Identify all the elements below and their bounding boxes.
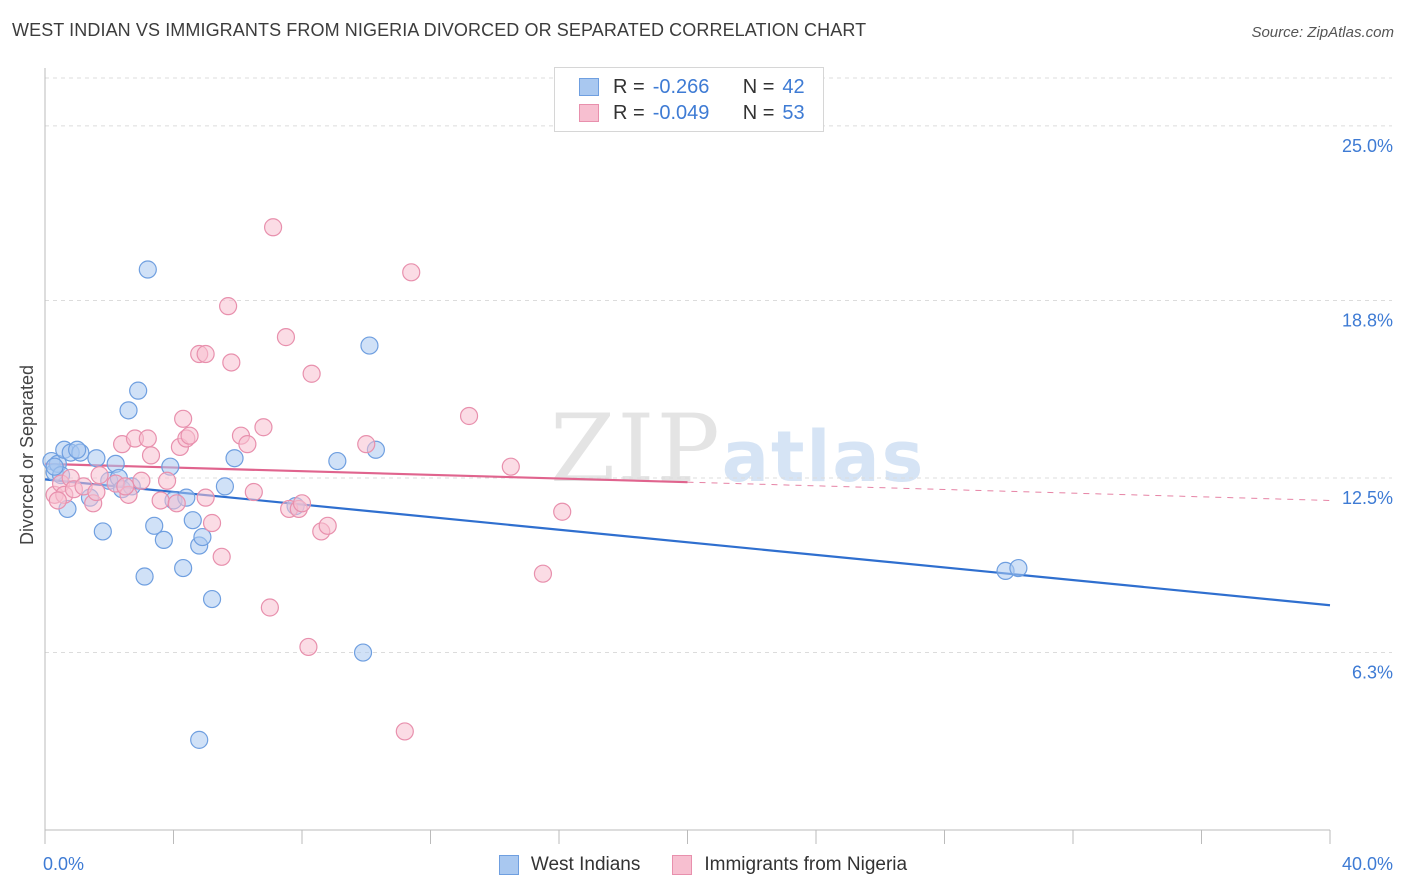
nigeria-point bbox=[167, 494, 186, 513]
series-west-indians bbox=[42, 260, 1028, 749]
legend-row-west-indians: R = -0.266 N = 42 bbox=[579, 74, 805, 100]
west-indians-point bbox=[1009, 558, 1028, 578]
west-indians-point bbox=[93, 522, 112, 541]
west-indians-point bbox=[183, 511, 202, 530]
nigeria-trend-line bbox=[44, 462, 688, 484]
nigeria-point bbox=[402, 263, 421, 282]
west-indians-point bbox=[119, 401, 138, 420]
nigeria-point bbox=[395, 722, 414, 741]
west-indians-point bbox=[193, 527, 212, 547]
nigeria-point bbox=[318, 516, 337, 535]
west-indians-point bbox=[215, 477, 234, 496]
west-indians-point bbox=[138, 260, 157, 279]
west-indians-trend-line bbox=[44, 478, 1331, 607]
nigeria-point bbox=[116, 477, 135, 496]
legend-swatch-pink bbox=[672, 855, 693, 875]
legend-row-nigeria: R = -0.049 N = 53 bbox=[579, 100, 805, 126]
legend-swatch-blue bbox=[498, 855, 519, 875]
grid-lines bbox=[45, 77, 1392, 654]
nigeria-point bbox=[553, 502, 572, 521]
nigeria-point bbox=[141, 446, 161, 465]
trend-lines bbox=[44, 462, 1331, 607]
west-indians-point bbox=[68, 440, 87, 459]
legend-item-west-indians[interactable]: West Indians bbox=[498, 854, 641, 876]
nigeria-point bbox=[260, 598, 279, 617]
series-legend: West Indians Immigrants from Nigeria bbox=[0, 852, 1406, 878]
nigeria-point bbox=[222, 353, 241, 372]
nigeria-point bbox=[212, 547, 231, 566]
legend-n-value: 42 bbox=[782, 75, 805, 98]
nigeria-point bbox=[196, 344, 215, 364]
west-indians-point bbox=[129, 381, 148, 400]
nigeria-point bbox=[48, 491, 67, 510]
nigeria-point bbox=[299, 637, 318, 657]
legend-label-west-indians: West Indians bbox=[530, 854, 641, 875]
west-indians-point bbox=[154, 530, 173, 550]
west-indians-point bbox=[360, 336, 379, 355]
nigeria-point bbox=[151, 491, 170, 510]
nigeria-point bbox=[132, 471, 151, 490]
west-indians-point bbox=[353, 643, 373, 662]
nigeria-point bbox=[180, 426, 199, 445]
legend-r-value: -0.049 bbox=[652, 101, 710, 124]
nigeria-point bbox=[196, 488, 215, 507]
legend-label-nigeria: Immigrants from Nigeria bbox=[704, 854, 908, 875]
nigeria-point bbox=[157, 471, 177, 490]
nigeria-point bbox=[90, 466, 109, 485]
nigeria-point bbox=[87, 482, 106, 502]
axis-labels: 6.3% 12.5% 18.8% 25.0% 0.0% 40.0% Divorced or … bbox=[17, 136, 1393, 874]
west-indians-point bbox=[190, 730, 209, 749]
y-tick-label: 6.3% bbox=[1352, 663, 1393, 683]
west-indians-point bbox=[87, 449, 106, 468]
nigeria-point bbox=[357, 435, 376, 454]
west-indians-point bbox=[202, 589, 222, 609]
west-indians-point bbox=[174, 558, 193, 578]
legend-n-label: N = bbox=[742, 101, 775, 124]
correlation-legend: R = -0.266 N = 42 R = -0.049 N = 53 bbox=[554, 67, 824, 132]
nigeria-point bbox=[238, 435, 257, 454]
axes bbox=[44, 68, 1331, 844]
nigeria-point bbox=[138, 429, 157, 448]
nigeria-point bbox=[254, 418, 273, 437]
legend-r-label: R = bbox=[613, 75, 645, 98]
chart-title: WEST INDIAN VS IMMIGRANTS FROM NIGERIA D… bbox=[12, 20, 867, 40]
nigeria-trend-line-dashed bbox=[687, 481, 1331, 501]
west-indians-point bbox=[135, 567, 154, 586]
y-tick-label: 18.8% bbox=[1342, 311, 1393, 331]
west-indians-point bbox=[225, 449, 244, 468]
nigeria-point bbox=[501, 457, 520, 476]
y-tick-label: 25.0% bbox=[1342, 136, 1393, 156]
nigeria-point bbox=[263, 218, 283, 237]
series-immigrants-from-nigeria bbox=[45, 218, 572, 741]
nigeria-point bbox=[244, 482, 263, 502]
legend-swatch-pink bbox=[579, 104, 599, 122]
legend-r-label: R = bbox=[613, 101, 645, 124]
west-indians-point bbox=[328, 451, 347, 471]
nigeria-point bbox=[302, 364, 321, 383]
legend-swatch-blue bbox=[579, 78, 599, 96]
west-indians-point bbox=[145, 516, 164, 535]
x-tick-label-min: 0.0% bbox=[43, 854, 84, 874]
legend-item-nigeria[interactable]: Immigrants from Nigeria bbox=[672, 854, 907, 876]
legend-n-label: N = bbox=[742, 75, 775, 98]
source-label: Source: ZipAtlas.com bbox=[1251, 24, 1394, 41]
nigeria-point bbox=[459, 406, 479, 426]
nigeria-point bbox=[174, 409, 193, 428]
nigeria-point bbox=[219, 297, 238, 316]
x-tick-label-max: 40.0% bbox=[1342, 854, 1393, 874]
legend-n-value: 53 bbox=[782, 101, 805, 124]
nigeria-point bbox=[533, 564, 553, 583]
legend-r-value: -0.266 bbox=[652, 75, 710, 98]
nigeria-point bbox=[292, 494, 312, 513]
nigeria-point bbox=[276, 328, 296, 347]
y-tick-label: 12.5% bbox=[1342, 488, 1393, 508]
y-axis-label: Divorced or Separated bbox=[17, 365, 37, 545]
nigeria-point bbox=[202, 513, 222, 533]
west-indians-point bbox=[45, 457, 64, 476]
